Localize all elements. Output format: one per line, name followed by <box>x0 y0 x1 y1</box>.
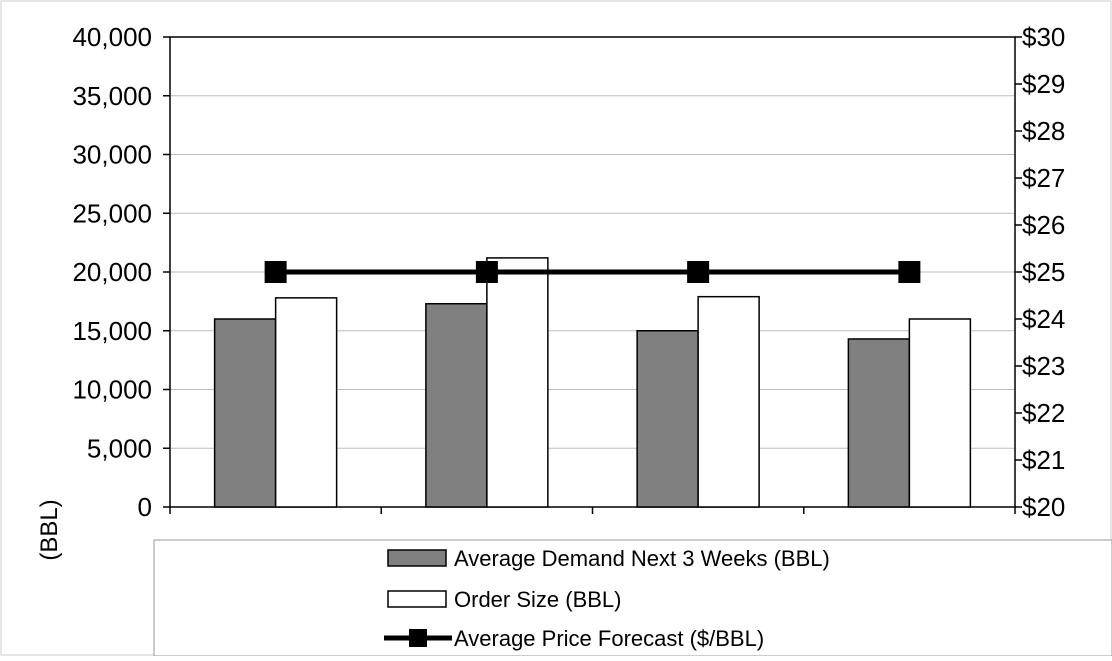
y-tick-label: 5,000 <box>87 433 152 463</box>
y-tick-label: 0 <box>138 492 152 522</box>
y2-tick-label: $24 <box>1022 304 1065 334</box>
bar-order-size <box>697 295 760 508</box>
price-forecast-point <box>475 261 498 283</box>
legend-swatch-price-marker <box>409 629 427 647</box>
y-tick-label: 20,000 <box>72 257 152 287</box>
y-axis-label: (BBL) <box>36 499 63 560</box>
y2-tick-label: $20 <box>1022 492 1065 522</box>
y2-tick-label: $21 <box>1022 445 1065 475</box>
left-axis: 0 5,000 10,000 15,000 20,000 25,000 30,000 35,0… <box>72 22 170 522</box>
bar-order-size <box>274 297 338 508</box>
y2-tick-label: $28 <box>1022 116 1065 146</box>
bars <box>213 257 972 508</box>
y-tick-label: 30,000 <box>72 140 152 170</box>
right-axis: $20 $21 $22 $23 $24 $25 $26 $27 $28 $29 $30 <box>1015 22 1065 522</box>
y-tick-label: 10,000 <box>72 375 152 405</box>
legend-label: Order Size (BBL) <box>454 587 622 612</box>
price-line <box>264 261 921 283</box>
y2-tick-label: $30 <box>1022 22 1065 52</box>
legend-label: Average Demand Next 3 Weeks (BBL) <box>454 546 830 571</box>
y2-tick-label: $26 <box>1022 210 1065 240</box>
legend-swatch-order <box>387 590 447 608</box>
legend-box <box>153 539 1112 657</box>
y-tick-label: 25,000 <box>72 198 152 228</box>
x-axis <box>169 507 1016 514</box>
bar-average-demand <box>847 338 911 508</box>
bar-order-size <box>486 257 549 508</box>
y2-tick-label: $23 <box>1022 351 1065 381</box>
y-tick-label: 35,000 <box>72 81 152 111</box>
price-forecast-point <box>898 261 921 283</box>
bar-average-demand <box>636 330 699 508</box>
y-tick-label: 15,000 <box>72 316 152 346</box>
legend-swatch-demand <box>387 549 447 567</box>
y2-tick-label: $29 <box>1022 69 1065 99</box>
legend: Average Demand Next 3 Weeks (BBL) Order S… <box>153 539 1112 657</box>
y-tick-label: 40,000 <box>72 22 152 52</box>
y2-tick-label: $22 <box>1022 398 1065 428</box>
legend-label: Average Price Forecast ($/BBL) <box>454 626 764 651</box>
y2-tick-label: $27 <box>1022 163 1065 193</box>
bar-average-demand <box>213 318 277 508</box>
price-forecast-point <box>687 261 710 283</box>
y2-tick-label: $25 <box>1022 257 1065 287</box>
price-forecast-point <box>264 261 287 283</box>
bar-order-size <box>908 318 972 508</box>
bar-average-demand <box>425 302 488 508</box>
